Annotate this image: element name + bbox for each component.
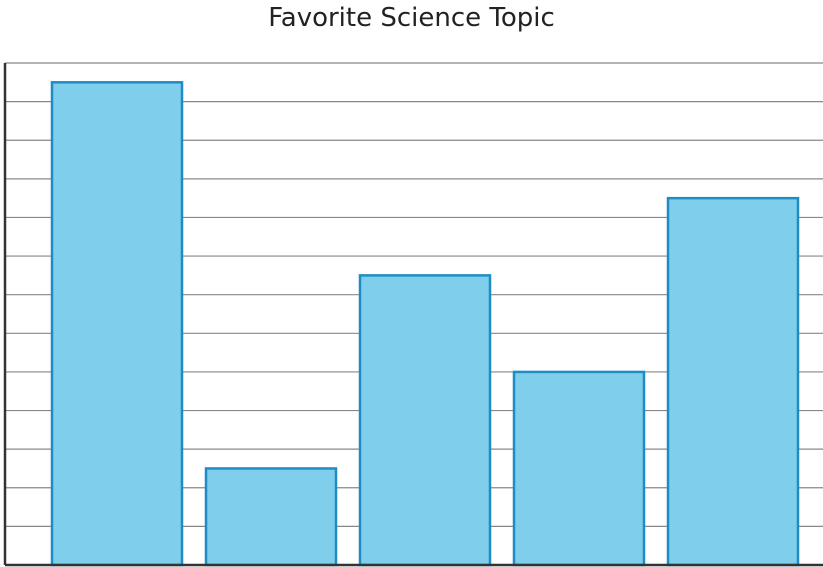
bar-2 [204,467,338,567]
bar-3 [358,274,492,567]
chart-title: Favorite Science Topic [268,3,555,33]
bars [50,81,800,567]
bar-1 [50,81,184,567]
bar-5 [666,196,800,567]
bar-4 [512,370,646,567]
axes [3,63,823,567]
